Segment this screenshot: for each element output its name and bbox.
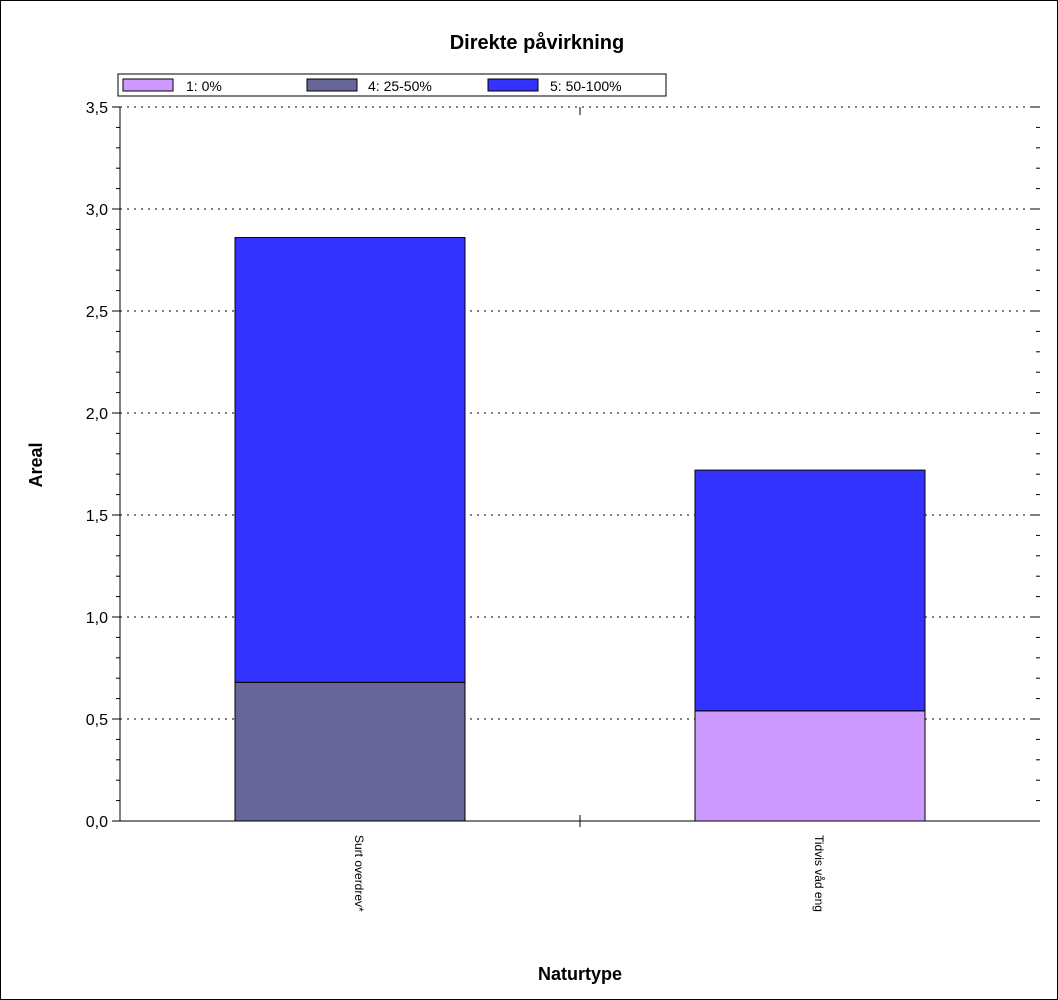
legend-swatch: [122, 78, 174, 92]
y-ticks: 0,0 0,5 1,0 1,5 2,0 2,5 3,0 3,5: [86, 100, 1040, 831]
y-tick-label: 1,5: [86, 508, 108, 525]
legend-label: 1: 0%: [186, 78, 222, 94]
legend-swatch: [487, 78, 539, 92]
bars: [234, 237, 926, 822]
bar-segment: [234, 237, 466, 683]
x-category-label: Tidvis våd eng: [812, 835, 826, 912]
x-axis-title: Naturtype: [538, 964, 622, 984]
bar-segment: [694, 710, 926, 822]
chart-title: Direkte påvirkning: [450, 31, 625, 54]
legend-swatch: [306, 78, 358, 92]
y-tick-label: 1,0: [86, 610, 108, 627]
legend: 1: 0% 4: 25-50% 5: 50-100%: [117, 73, 667, 97]
x-category-label: Surt overdrev*: [352, 835, 366, 912]
y-tick-label: 3,5: [86, 100, 108, 117]
legend-label: 4: 25-50%: [368, 78, 432, 94]
y-tick-label: 2,0: [86, 406, 108, 423]
bar-segment: [694, 469, 926, 712]
axes: [119, 107, 1040, 827]
bar-segment: [234, 681, 466, 822]
x-categories: Surt overdrev* Tidvis våd eng: [352, 835, 826, 912]
y-tick-label: 3,0: [86, 202, 108, 219]
y-tick-label: 0,0: [86, 814, 108, 831]
legend-label: 5: 50-100%: [550, 78, 622, 94]
y-tick-label: 0,5: [86, 712, 108, 729]
y-axis-title: Areal: [26, 442, 46, 487]
y-tick-label: 2,5: [86, 304, 108, 321]
